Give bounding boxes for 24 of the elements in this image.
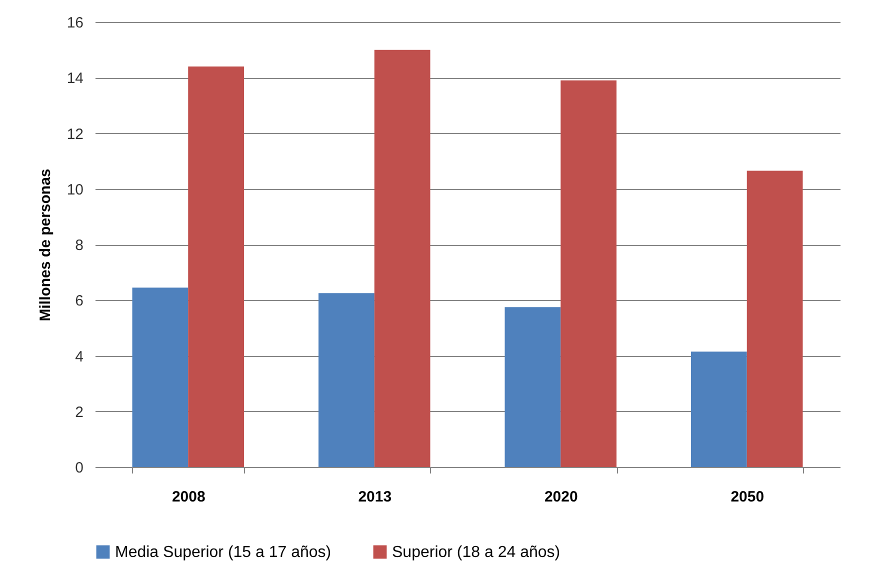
- x-tick-label: 2050: [730, 488, 764, 506]
- y-tick-label: 14: [66, 70, 84, 88]
- y-tick-label: 10: [66, 181, 84, 198]
- y-tick-label: 12: [66, 126, 84, 143]
- y-tick-label: 16: [66, 14, 84, 32]
- y-tick-label: 8: [75, 237, 84, 254]
- x-tick-label: 2020: [544, 488, 578, 506]
- bar: [691, 352, 747, 467]
- x-tick-label: 2008: [172, 488, 206, 506]
- x-tick-label: 2013: [358, 488, 392, 506]
- bar: [504, 307, 561, 467]
- bar: [374, 50, 430, 467]
- y-axis-title: Millones de personas: [36, 168, 54, 322]
- bar: [560, 80, 616, 467]
- y-tick-label: 2: [75, 404, 84, 421]
- bar: [188, 66, 244, 467]
- y-tick-label: 0: [75, 460, 84, 476]
- y-tick-label: 4: [75, 348, 84, 366]
- legend-label: Superior (18 a 24 años): [392, 544, 560, 561]
- y-tick-label: 6: [75, 292, 84, 310]
- legend-label: Media Superior (15 a 17 años): [115, 544, 332, 561]
- bar: [132, 288, 188, 467]
- bar: [746, 170, 803, 467]
- bar: [318, 293, 374, 467]
